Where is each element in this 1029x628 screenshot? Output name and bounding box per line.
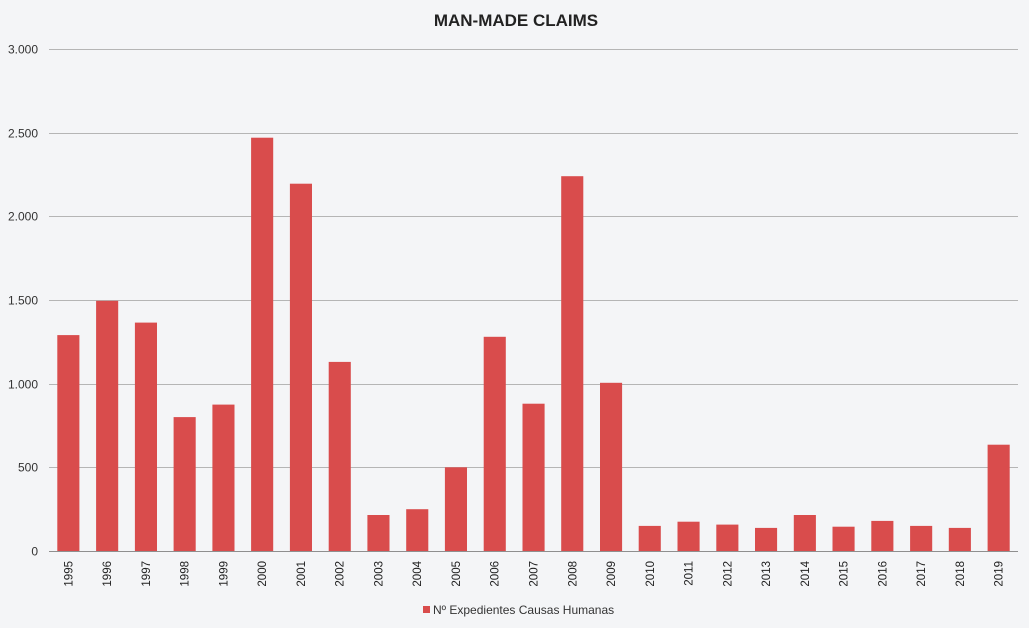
bar bbox=[57, 335, 80, 551]
bar bbox=[483, 336, 506, 551]
chart-title: MAN-MADE CLAIMS bbox=[434, 11, 598, 30]
y-tick-label: 0 bbox=[31, 545, 38, 559]
x-tick-label: 2008 bbox=[567, 561, 579, 587]
x-tick-label: 2007 bbox=[529, 561, 541, 587]
legend: Nº Expedientes Causas Humanas bbox=[423, 603, 614, 617]
bar bbox=[367, 515, 390, 551]
legend-swatch bbox=[423, 606, 430, 613]
bar bbox=[948, 527, 971, 551]
bar bbox=[793, 515, 816, 551]
x-tick-label: 2013 bbox=[761, 561, 773, 587]
bar bbox=[910, 525, 933, 551]
bar bbox=[561, 176, 584, 551]
x-tick-label: 2016 bbox=[877, 561, 889, 587]
x-tick-label: 1996 bbox=[102, 561, 114, 587]
bar bbox=[716, 524, 739, 551]
bar bbox=[600, 382, 623, 551]
y-tick-label: 500 bbox=[18, 461, 38, 475]
bar bbox=[522, 403, 545, 551]
bar bbox=[328, 361, 351, 551]
x-axis-ticks: 1995 1996 1997 1998 1999 2000 2001 2002 2003 2004… bbox=[63, 560, 1005, 586]
y-axis-ticks: 0 500 1.000 1.500 2.000 2.500 3.000 bbox=[8, 43, 38, 559]
bar bbox=[832, 526, 855, 551]
x-tick-label: 2010 bbox=[645, 561, 657, 587]
bar bbox=[444, 467, 467, 551]
x-tick-label: 2004 bbox=[412, 560, 424, 586]
x-tick-label: 2002 bbox=[335, 561, 347, 587]
bars bbox=[57, 137, 1010, 551]
bar bbox=[134, 322, 157, 551]
bar bbox=[677, 521, 700, 551]
x-tick-label: 2011 bbox=[684, 561, 696, 586]
x-tick-label: 2012 bbox=[722, 561, 734, 587]
bar bbox=[289, 183, 312, 551]
y-tick-label: 1.500 bbox=[8, 294, 38, 308]
x-tick-label: 2005 bbox=[451, 561, 463, 587]
x-tick-label: 2003 bbox=[374, 561, 386, 587]
x-tick-label: 2001 bbox=[296, 561, 308, 587]
y-tick-label: 2.500 bbox=[8, 127, 38, 141]
bar bbox=[212, 404, 235, 551]
x-tick-label: 2014 bbox=[800, 560, 812, 586]
bar bbox=[96, 300, 119, 551]
x-tick-label: 2017 bbox=[916, 561, 928, 587]
y-tick-label: 2.000 bbox=[8, 210, 38, 224]
bar bbox=[251, 137, 274, 551]
legend-label: Nº Expedientes Causas Humanas bbox=[433, 603, 614, 617]
x-tick-label: 2019 bbox=[994, 561, 1006, 587]
x-tick-label: 1998 bbox=[180, 561, 192, 587]
y-tick-label: 1.000 bbox=[8, 378, 38, 392]
bar bbox=[638, 525, 661, 551]
x-tick-label: 2000 bbox=[257, 561, 269, 587]
x-tick-label: 2009 bbox=[606, 561, 618, 587]
x-tick-label: 2018 bbox=[955, 561, 967, 587]
bar bbox=[755, 527, 778, 551]
x-tick-label: 1999 bbox=[218, 561, 230, 587]
x-tick-label: 1995 bbox=[63, 561, 75, 587]
y-tick-label: 3.000 bbox=[8, 43, 38, 57]
bar bbox=[406, 509, 429, 551]
grid-lines bbox=[49, 49, 1018, 552]
x-tick-label: 1997 bbox=[141, 561, 153, 587]
x-tick-label: 2006 bbox=[490, 561, 502, 587]
x-tick-label: 2015 bbox=[839, 561, 851, 587]
bar bbox=[987, 444, 1010, 551]
bar bbox=[173, 417, 196, 551]
bar bbox=[871, 520, 894, 551]
